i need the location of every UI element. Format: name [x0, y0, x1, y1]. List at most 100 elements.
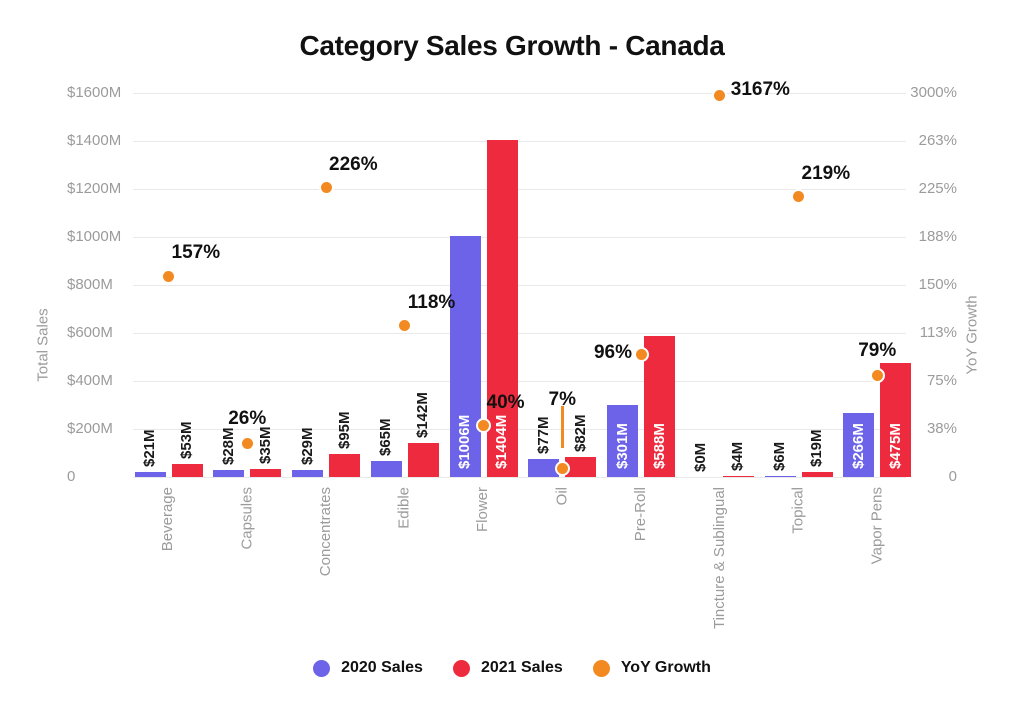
growth-dot — [554, 460, 570, 476]
growth-value-label: 3167% — [730, 79, 790, 100]
bar-value-label: $82M — [571, 414, 589, 453]
growth-value-label: 226% — [329, 153, 378, 175]
growth-dot — [791, 189, 806, 205]
bar-2021-sales — [801, 472, 833, 477]
bar-value-label: $0M — [692, 442, 710, 472]
bar-value-label: $475M — [886, 423, 904, 469]
growth-value-label: 79% — [858, 339, 897, 361]
bar-value-label: $77M — [534, 415, 552, 454]
gridline — [133, 141, 906, 142]
chart-title: Category Sales Growth - Canada — [299, 30, 725, 61]
y-tick-right: 150% — [918, 276, 957, 293]
y-tick-left: $600M — [67, 324, 113, 341]
gridline — [133, 429, 906, 430]
bar-value-label: $1006M — [456, 414, 473, 469]
bar-value-label: $6M — [771, 441, 788, 471]
bar-2021-sales — [486, 140, 518, 477]
bar-value-label: $19M — [808, 429, 825, 468]
growth-dot — [869, 368, 885, 384]
legend-swatch-icon — [452, 659, 470, 677]
growth-value-label: 26% — [228, 407, 267, 429]
bar-value-label: $142M — [414, 392, 432, 438]
y-tick-right: 225% — [918, 180, 957, 197]
gridline — [133, 381, 906, 382]
growth-dot — [161, 268, 176, 284]
category-label: Edible — [395, 487, 413, 529]
bar-2020-sales — [528, 458, 560, 477]
right-axis-title: YoY Growth — [963, 295, 981, 375]
legend-item: 2021 Sales — [452, 659, 563, 677]
bar-2021-sales — [250, 468, 282, 477]
gridline — [133, 477, 906, 478]
bar-2020-sales — [134, 471, 166, 477]
bar-2020-sales — [449, 235, 481, 477]
growth-value-label: 118% — [407, 291, 456, 313]
legend-label: YoY Growth — [620, 659, 711, 676]
bar-value-label: $21M — [141, 429, 158, 467]
growth-dot — [239, 436, 255, 452]
growth-dot — [476, 418, 491, 434]
growth-value-label: 157% — [171, 242, 221, 264]
bar-2020-sales — [843, 413, 875, 477]
y-tick-left: $1000M — [67, 228, 122, 245]
legend-item: 2020 Sales — [313, 659, 423, 677]
bar-value-label: $65M — [377, 418, 395, 457]
bar-2021-sales — [880, 363, 912, 477]
legend: 2020 Sales 2021 Sales YoY Growth — [0, 655, 1024, 681]
growth-value-label: 219% — [801, 162, 851, 184]
bar-2021-sales — [407, 442, 439, 477]
bar-2020-sales — [213, 470, 245, 477]
gridline — [133, 93, 906, 94]
category-label: Flower — [474, 487, 492, 533]
growth-dot — [712, 87, 728, 103]
bar-value-label: $4M — [729, 441, 747, 472]
bar-value-label: $95M — [335, 411, 353, 450]
category-label: Tincture & Sublingual — [710, 487, 728, 630]
y-tick-right: 38% — [926, 420, 957, 437]
category-label: Oil — [553, 487, 571, 506]
bar-value-label: $29M — [298, 427, 316, 466]
category-label: Vapor Pens — [868, 487, 886, 565]
y-tick-right: 0 — [948, 468, 957, 485]
growth-dot — [397, 318, 413, 334]
bar-2021-sales — [171, 464, 203, 477]
bar-2021-sales — [722, 476, 754, 478]
bar-value-label: $266M — [849, 423, 867, 469]
y-tick-right: 263% — [918, 132, 957, 149]
y-tick-left: $1200M — [67, 180, 122, 197]
category-label: Topical — [789, 487, 807, 534]
bar-value-label: $588M — [650, 423, 668, 469]
y-tick-left: $1600M — [67, 84, 122, 101]
y-tick-left: $400M — [67, 372, 113, 389]
legend-item: YoY Growth — [592, 659, 711, 677]
y-tick-right: 188% — [918, 228, 957, 245]
bar-value-label: $1404M — [493, 414, 510, 469]
growth-dot — [318, 180, 334, 196]
y-tick-left: $800M — [67, 276, 113, 293]
gridline — [133, 189, 906, 190]
legend-label: 2020 Sales — [341, 659, 423, 676]
y-tick-left: $200M — [67, 420, 113, 437]
left-axis-title: Total Sales — [34, 308, 52, 382]
bar-2020-sales — [764, 475, 796, 477]
legend-label: 2021 Sales — [480, 659, 563, 676]
growth-dot — [633, 346, 649, 362]
bar-2020-sales — [370, 461, 402, 477]
bar-2020-sales — [607, 404, 638, 477]
bar-2021-sales — [329, 454, 360, 477]
bar-2020-sales — [292, 470, 323, 477]
y-tick-right: 3000% — [910, 84, 957, 101]
gridline — [133, 333, 906, 334]
category-label: Beverage — [159, 487, 177, 552]
category-label: Pre-Roll — [632, 487, 649, 542]
growth-value-label: 40% — [486, 391, 525, 413]
bar-2021-sales — [565, 457, 597, 477]
gridline — [133, 237, 906, 238]
gridline — [133, 285, 906, 286]
y-tick-left: 0 — [67, 468, 76, 485]
y-tick-right: 113% — [919, 324, 957, 341]
growth-value-label: 7% — [548, 389, 576, 411]
legend-swatch-icon — [592, 659, 610, 677]
bar-value-label: $28M — [219, 427, 237, 466]
